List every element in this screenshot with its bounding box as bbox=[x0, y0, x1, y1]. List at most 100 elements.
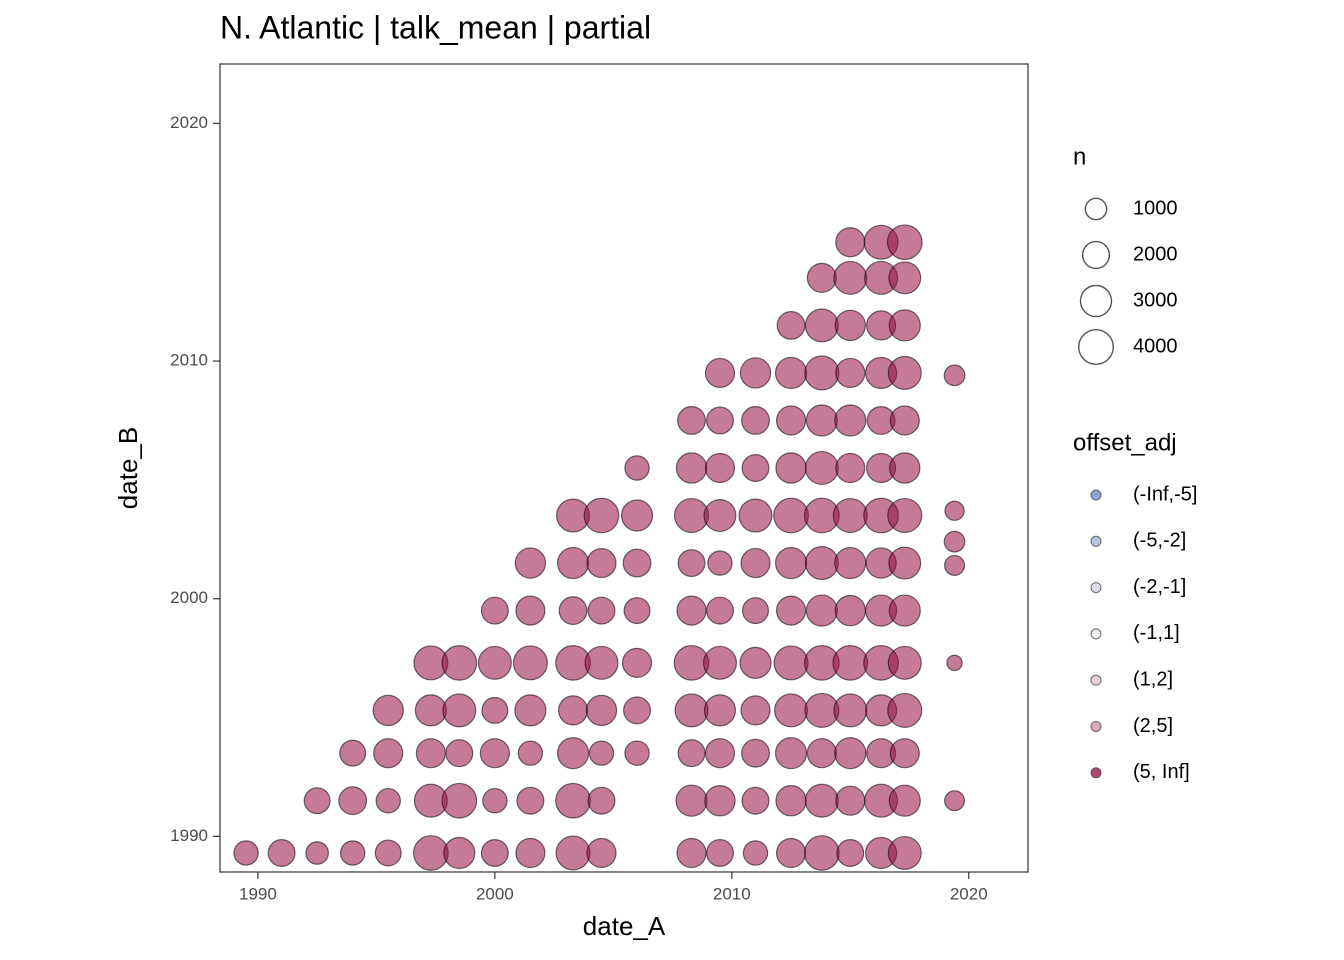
bubble bbox=[943, 364, 966, 387]
size-legend-label: 4000 bbox=[1133, 335, 1178, 357]
bubble bbox=[481, 696, 509, 724]
bubble bbox=[773, 645, 809, 681]
bubble bbox=[889, 452, 921, 484]
bubble bbox=[267, 838, 296, 867]
bubble bbox=[804, 450, 839, 486]
bubble bbox=[587, 596, 616, 625]
bubble bbox=[946, 654, 963, 672]
bubble bbox=[704, 784, 736, 817]
bubble bbox=[702, 645, 737, 680]
bubble bbox=[704, 357, 736, 389]
bubble bbox=[479, 738, 510, 769]
bubble bbox=[741, 786, 770, 815]
bubble bbox=[707, 550, 733, 576]
bubble bbox=[944, 554, 966, 576]
bubble bbox=[835, 227, 866, 258]
bubble bbox=[774, 693, 809, 728]
bubble bbox=[887, 355, 922, 390]
bubble bbox=[703, 499, 737, 533]
x-tick-label: 2020 bbox=[950, 884, 988, 903]
bubble bbox=[740, 695, 771, 726]
bubble bbox=[739, 646, 772, 679]
bubble bbox=[676, 595, 707, 626]
bubble bbox=[233, 840, 259, 866]
bubble bbox=[586, 547, 617, 579]
y-tick-label: 2010 bbox=[170, 351, 208, 370]
bubble bbox=[887, 497, 923, 534]
bubble bbox=[704, 452, 736, 484]
bubble bbox=[705, 406, 734, 435]
bubble bbox=[887, 835, 922, 871]
color-legend-key bbox=[1090, 535, 1102, 547]
bubble bbox=[775, 405, 807, 436]
bubble bbox=[588, 740, 615, 766]
bubble bbox=[888, 546, 922, 580]
bubble bbox=[833, 693, 868, 728]
bubble bbox=[441, 644, 478, 681]
color-legend-key bbox=[1090, 674, 1102, 686]
size-legend-key bbox=[1084, 197, 1108, 221]
bubble bbox=[834, 594, 866, 627]
color-legend-key bbox=[1090, 767, 1102, 779]
bubble bbox=[834, 546, 867, 580]
bubble bbox=[677, 739, 706, 768]
color-legend-label: (2,5] bbox=[1133, 715, 1173, 737]
bubble bbox=[943, 530, 966, 553]
bubble bbox=[482, 787, 508, 814]
bubble bbox=[556, 546, 590, 580]
bubble bbox=[587, 786, 616, 815]
bubble bbox=[889, 405, 920, 436]
bubble bbox=[703, 694, 737, 727]
bubble bbox=[888, 784, 921, 817]
bubble bbox=[832, 497, 868, 534]
bubble bbox=[944, 790, 966, 812]
bubble bbox=[775, 595, 807, 626]
bubble bbox=[515, 595, 546, 626]
bubble bbox=[624, 740, 650, 766]
bubble bbox=[375, 787, 401, 814]
color-legend-key bbox=[1090, 721, 1102, 732]
bubble bbox=[741, 406, 770, 435]
bubble bbox=[705, 596, 734, 625]
bubble bbox=[515, 837, 546, 869]
bubble bbox=[704, 738, 736, 769]
bubble bbox=[832, 644, 869, 681]
bubble bbox=[805, 404, 838, 437]
bubble bbox=[373, 738, 404, 769]
bubble bbox=[512, 645, 548, 681]
bubble bbox=[677, 406, 706, 435]
bubble bbox=[741, 597, 770, 625]
y-axis-label: date_B bbox=[113, 427, 143, 509]
bubble bbox=[480, 596, 509, 625]
bubble bbox=[803, 835, 840, 871]
size-legend-label: 3000 bbox=[1133, 289, 1178, 311]
bubble bbox=[516, 786, 545, 815]
color-legend-label: (-1,1] bbox=[1133, 622, 1180, 644]
bubble bbox=[445, 739, 474, 768]
bubble bbox=[834, 309, 866, 342]
bubble bbox=[742, 840, 769, 866]
bubble bbox=[413, 835, 449, 871]
bubble bbox=[584, 645, 619, 680]
bubble bbox=[339, 739, 367, 767]
bubble bbox=[623, 696, 652, 725]
size-legend-key bbox=[1078, 329, 1114, 365]
color-legend-label: (-Inf,-5] bbox=[1133, 483, 1197, 505]
bubble bbox=[677, 549, 706, 578]
bubble bbox=[944, 500, 965, 521]
bubble bbox=[739, 357, 772, 389]
color-legend-label: (-2,-1] bbox=[1133, 576, 1186, 598]
bubble bbox=[675, 452, 708, 484]
x-axis-label: date_A bbox=[583, 911, 666, 941]
color-legend-label: (1,2] bbox=[1133, 668, 1173, 690]
bubble bbox=[887, 645, 922, 680]
x-tick-label: 2000 bbox=[476, 884, 514, 903]
color-legend-key bbox=[1090, 582, 1102, 594]
size-legend-title: n bbox=[1073, 143, 1086, 170]
size-legend-key bbox=[1079, 284, 1113, 318]
bubble bbox=[774, 546, 808, 580]
bubble bbox=[338, 786, 368, 816]
x-tick-label: 2010 bbox=[713, 884, 751, 903]
bubble bbox=[621, 647, 653, 678]
